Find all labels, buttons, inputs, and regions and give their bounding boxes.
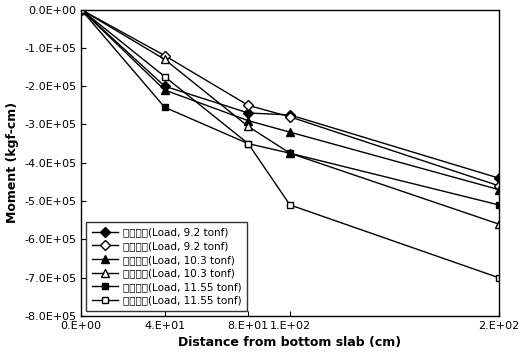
Y-axis label: Moment (kgf-cm): Moment (kgf-cm)	[6, 102, 18, 223]
실험결과(Load, 10.3 tonf)	[287, 130, 293, 134]
해석결과(Load, 9.2 tonf)	[245, 103, 251, 108]
실험결과(Load, 9.2 tonf)	[496, 176, 502, 180]
실험결과(Load, 9.2 tonf)	[287, 113, 293, 117]
Line: 해석결과(Load, 10.3 tonf): 해석결과(Load, 10.3 tonf)	[77, 5, 503, 228]
해석결과(Load, 9.2 tonf)	[287, 115, 293, 119]
해석결과(Load, 10.3 tonf)	[78, 7, 84, 12]
해석결과(Load, 11.55 tonf)	[245, 142, 251, 146]
해석결과(Load, 11.55 tonf)	[162, 75, 168, 79]
실험결과(Load, 10.3 tonf)	[496, 187, 502, 192]
해석결과(Load, 10.3 tonf)	[287, 151, 293, 155]
실험결과(Load, 10.3 tonf)	[245, 119, 251, 123]
실험결과(Load, 11.55 tonf)	[287, 151, 293, 155]
해석결과(Load, 11.55 tonf)	[287, 203, 293, 207]
해석결과(Load, 10.3 tonf)	[496, 222, 502, 226]
해석결과(Load, 10.3 tonf)	[162, 57, 168, 61]
Line: 해석결과(Load, 9.2 tonf): 해석결과(Load, 9.2 tonf)	[78, 6, 502, 189]
Line: 해석결과(Load, 11.55 tonf): 해석결과(Load, 11.55 tonf)	[78, 6, 502, 281]
해석결과(Load, 9.2 tonf)	[78, 7, 84, 12]
해석결과(Load, 11.55 tonf)	[496, 275, 502, 280]
해석결과(Load, 9.2 tonf)	[496, 184, 502, 188]
실험결과(Load, 11.55 tonf)	[78, 7, 84, 12]
Legend: 실험결과(Load, 9.2 tonf), 해석결과(Load, 9.2 tonf), 실험결과(Load, 10.3 tonf), 해석결과(Load, 10: 실험결과(Load, 9.2 tonf), 해석결과(Load, 9.2 ton…	[86, 222, 247, 311]
Line: 실험결과(Load, 10.3 tonf): 실험결과(Load, 10.3 tonf)	[77, 5, 503, 194]
실험결과(Load, 10.3 tonf)	[162, 88, 168, 92]
Line: 실험결과(Load, 11.55 tonf): 실험결과(Load, 11.55 tonf)	[78, 6, 502, 208]
X-axis label: Distance from bottom slab (cm): Distance from bottom slab (cm)	[178, 337, 402, 349]
해석결과(Load, 10.3 tonf)	[245, 124, 251, 129]
해석결과(Load, 11.55 tonf)	[78, 7, 84, 12]
실험결과(Load, 9.2 tonf)	[162, 84, 168, 88]
실험결과(Load, 11.55 tonf)	[496, 203, 502, 207]
Line: 실험결과(Load, 9.2 tonf): 실험결과(Load, 9.2 tonf)	[78, 6, 502, 182]
실험결과(Load, 10.3 tonf)	[78, 7, 84, 12]
실험결과(Load, 11.55 tonf)	[245, 142, 251, 146]
실험결과(Load, 9.2 tonf)	[245, 111, 251, 115]
해석결과(Load, 9.2 tonf)	[162, 53, 168, 58]
실험결과(Load, 11.55 tonf)	[162, 105, 168, 109]
실험결과(Load, 9.2 tonf)	[78, 7, 84, 12]
